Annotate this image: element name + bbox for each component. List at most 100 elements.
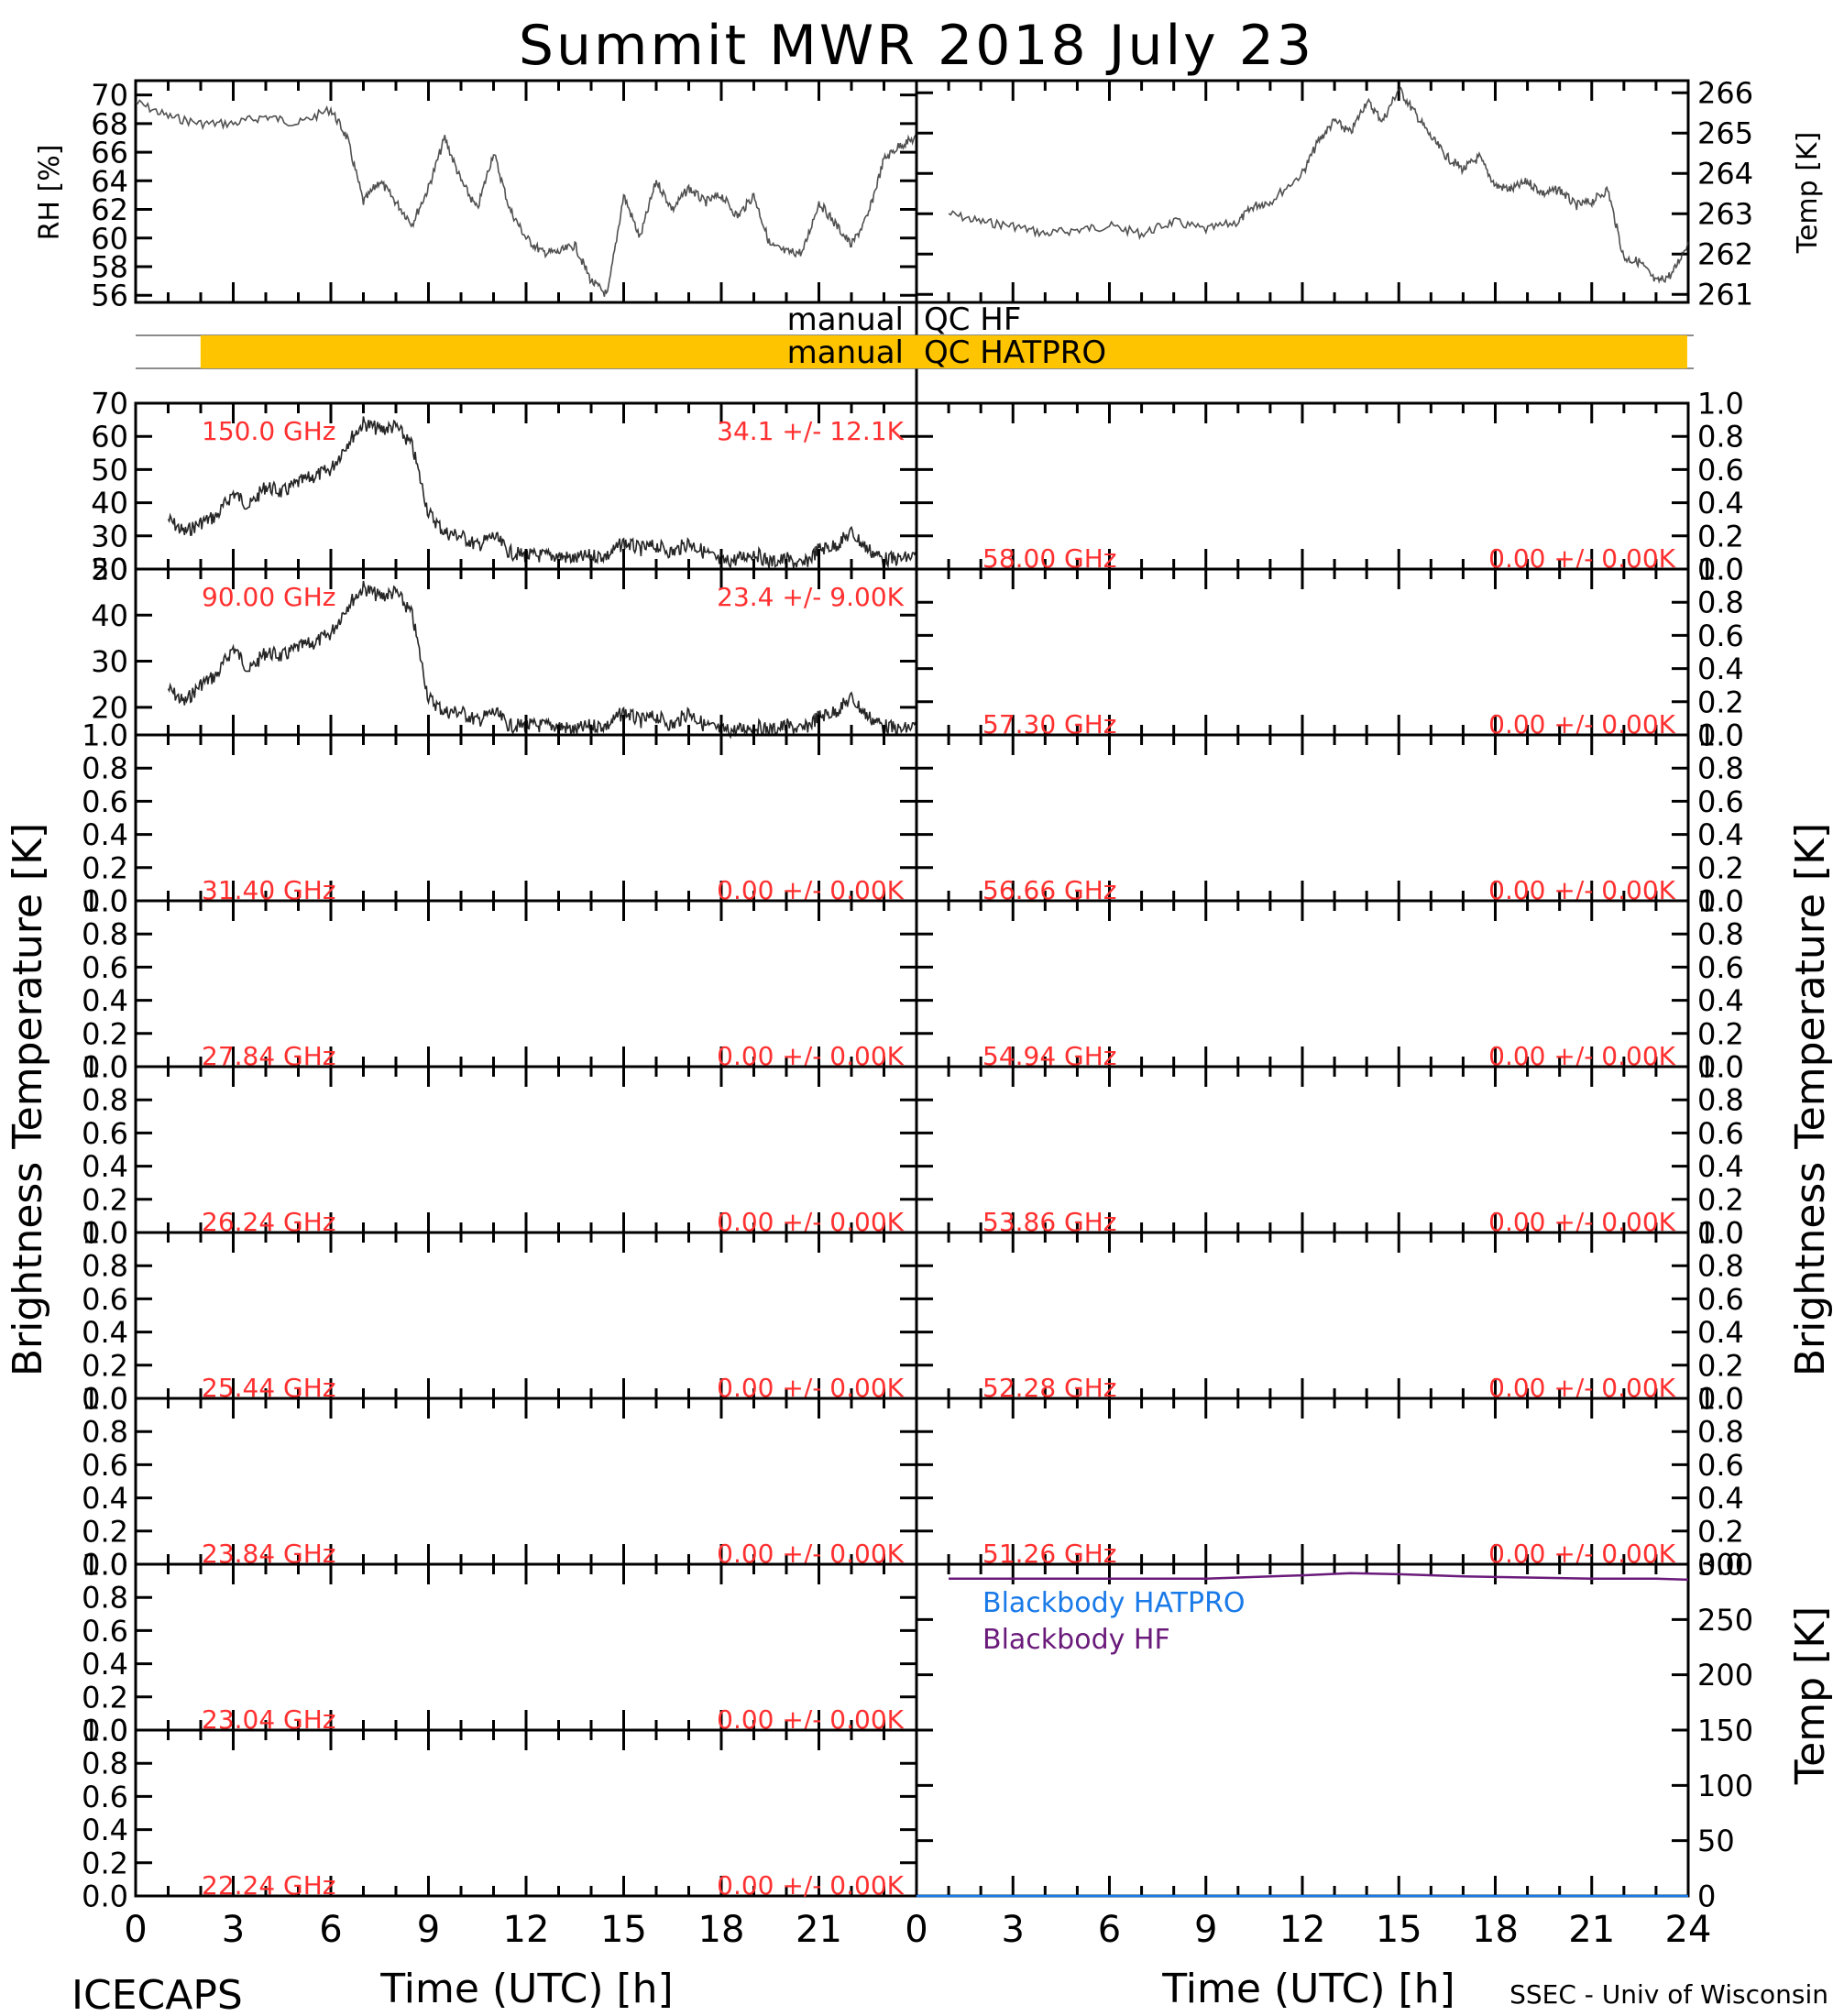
bt-ytick-label: 0.4: [82, 1813, 128, 1847]
x-tick-label: 0: [124, 1909, 147, 1951]
channel-label: 150.0 GHz: [202, 416, 336, 446]
x-tick-label: 3: [222, 1909, 245, 1951]
bt-ytick-label: 0.6: [82, 1116, 128, 1151]
bt-ytick-label: 0.0: [82, 1382, 128, 1417]
footer-left: ICECAPS: [71, 1972, 243, 2016]
bt-ytick-label: 0.0: [82, 1050, 128, 1085]
qc-row-left-label: manual: [787, 301, 904, 338]
bt-ytick-label: 0.6: [82, 1282, 128, 1317]
bb-ytick-label: 200: [1697, 1658, 1753, 1693]
bt-ytick-label: 0.4: [82, 1149, 128, 1184]
left-ylabel: Brightness Temperature [K]: [5, 823, 51, 1376]
temp-line: [948, 86, 1689, 284]
bt-ytick-label: 0.0: [82, 1879, 128, 1914]
bt-ytick-label: 0.2: [82, 1846, 128, 1880]
temp-ylabel: Temp [K]: [1792, 132, 1824, 255]
panel-52-28-ghz: 0.00.20.40.60.81.052.28 GHz 0.00 +/- 0.00…: [915, 1216, 1744, 1417]
rh-ytick-label: 68: [91, 106, 128, 141]
qc-flags: manual QC HF manual QC HATPRO: [136, 301, 1694, 403]
temp-ytick-label: 264: [1697, 157, 1753, 192]
x-tick-label: 21: [1568, 1909, 1615, 1951]
bt-ytick-label: 0.4: [82, 1315, 128, 1350]
x-tick-label: 6: [1098, 1909, 1121, 1951]
bb-ytick-label: 250: [1697, 1603, 1753, 1638]
rh-ylabel: RH [%]: [34, 145, 66, 241]
bt-ytick-label: 1.0: [82, 1382, 128, 1417]
bt-ytick-label: 0.8: [82, 917, 128, 952]
bt-ytick-label: 0.4: [82, 983, 128, 1018]
bb-ytick-label: 100: [1697, 1769, 1753, 1803]
bt-ytick-label: 0.0: [1697, 1382, 1744, 1417]
bt-ytick-label: 0.0: [82, 1548, 128, 1583]
temp-ytick-label: 266: [1697, 76, 1753, 111]
bt-ytick-label: 0.8: [1697, 420, 1744, 455]
panel-temp: 261 262 263 264 265 266 Temp [K]: [915, 76, 1824, 312]
bt-ytick-label: 0.2: [1697, 1016, 1744, 1051]
bt-ytick-label: 0.2: [1697, 1182, 1744, 1217]
bt-ytick-label: 0.8: [82, 1083, 128, 1118]
bt-ytick-label: 0.8: [1697, 586, 1744, 620]
bt-ytick-label: 0.4: [1697, 1149, 1744, 1184]
temp-ytick-label: 261: [1697, 278, 1753, 312]
bt-ytick-label: 0.8: [1697, 1083, 1744, 1118]
bt-ytick-label: 20: [91, 690, 128, 725]
bt-ytick-label: 0.0: [1697, 1548, 1744, 1583]
qc-row-right-label: QC HF: [924, 301, 1021, 338]
panel-53-86-ghz: 0.00.20.40.60.81.053.86 GHz 0.00 +/- 0.00…: [915, 1050, 1744, 1251]
bt-ytick-label: 0.4: [1697, 652, 1744, 686]
panel-54-94-ghz: 0.00.20.40.60.81.054.94 GHz 0.00 +/- 0.00…: [915, 884, 1744, 1085]
panel-22-24-ghz: 0.00.20.40.60.81.022.24 GHz 0.00 +/- 0.00…: [82, 1714, 918, 1914]
bt-ytick-label: 40: [91, 598, 128, 633]
panel-blackbody: 0 50 100 150 200 250 300 Blackbody HATPRO Blackb…: [915, 1548, 1833, 1914]
bt-ytick-label: 0.8: [1697, 751, 1744, 786]
bt-ytick-label: 0.4: [82, 817, 128, 852]
bt-ytick-label: 50: [91, 453, 128, 488]
bt-ytick-label: 20: [91, 553, 128, 587]
panel-90-00-ghz: 20 30 40 50 90.00 GHz 23.4 +/- 9.00K: [91, 553, 918, 740]
bt-ytick-label: 0.0: [1697, 884, 1744, 919]
bt-ytick-label: 1.0: [1697, 553, 1744, 587]
bt-ytick-label: 0.4: [82, 1481, 128, 1516]
x-tick-label: 12: [1279, 1909, 1326, 1951]
channel-stats: 23.4 +/- 9.00K: [717, 582, 904, 612]
panel-25-44-ghz: 0.00.20.40.60.81.025.44 GHz 0.00 +/- 0.00…: [82, 1216, 918, 1417]
bt-ytick-label: 0.2: [82, 850, 128, 885]
bb-ytick-label: 50: [1697, 1824, 1735, 1858]
footer-right: SSEC - Univ of Wisconsin: [1509, 1979, 1828, 2010]
qc-row-right-label: QC HATPRO: [924, 334, 1106, 371]
x-tick-label: 24: [1665, 1909, 1712, 1951]
bt-ytick-label: 1.0: [1697, 884, 1744, 919]
panel-57-30-ghz: 0.00.20.40.60.81.057.30 GHz 0.00 +/- 0.00…: [915, 553, 1744, 753]
bb-ytick-label: 150: [1697, 1714, 1753, 1748]
bb-ytick-label: 300: [1697, 1548, 1753, 1583]
legend-entry: Blackbody HF: [982, 1624, 1170, 1656]
rh-ytick-label: 60: [91, 221, 128, 256]
channel-label: 22.24 GHz: [202, 1870, 336, 1901]
rh-ytick-label: 58: [91, 249, 128, 284]
temp-frame: [915, 79, 1690, 304]
bt-ytick-label: 60: [91, 420, 128, 455]
bt-ytick-label: 0.8: [1697, 917, 1744, 952]
figure-title: Summit MWR 2018 July 23: [519, 14, 1314, 78]
xlabel-left: Time (UTC) [h]: [379, 1966, 673, 2012]
xlabel-right: Time (UTC) [h]: [1161, 1966, 1454, 2012]
x-tick-label: 9: [1194, 1909, 1217, 1951]
bt-ytick-label: 1.0: [1697, 1382, 1744, 1417]
bt-ytick-label: 1.0: [1697, 387, 1744, 422]
panel-23-84-ghz: 0.00.20.40.60.81.023.84 GHz 0.00 +/- 0.00…: [82, 1382, 918, 1583]
bt-ytick-label: 30: [91, 644, 128, 679]
x-tick-label: 12: [503, 1909, 550, 1951]
bt-ytick-label: 50: [91, 553, 128, 587]
bt-ytick-label: 1.0: [82, 1050, 128, 1085]
bb-ytick-label: 0: [1697, 1879, 1716, 1914]
x-tick-label: 3: [1002, 1909, 1025, 1951]
x-axis-labels: 0 0 3 3 6 6 9 9 12 12 15 15 18 18 21 21 24: [124, 1909, 1711, 1951]
bt-ytick-label: 0.4: [1697, 983, 1744, 1018]
bt-line: [167, 416, 917, 570]
bt-ytick-label: 0.4: [1697, 1481, 1744, 1516]
rh-ytick-label: 64: [91, 164, 128, 199]
bt-ytick-label: 0.8: [82, 1581, 128, 1616]
